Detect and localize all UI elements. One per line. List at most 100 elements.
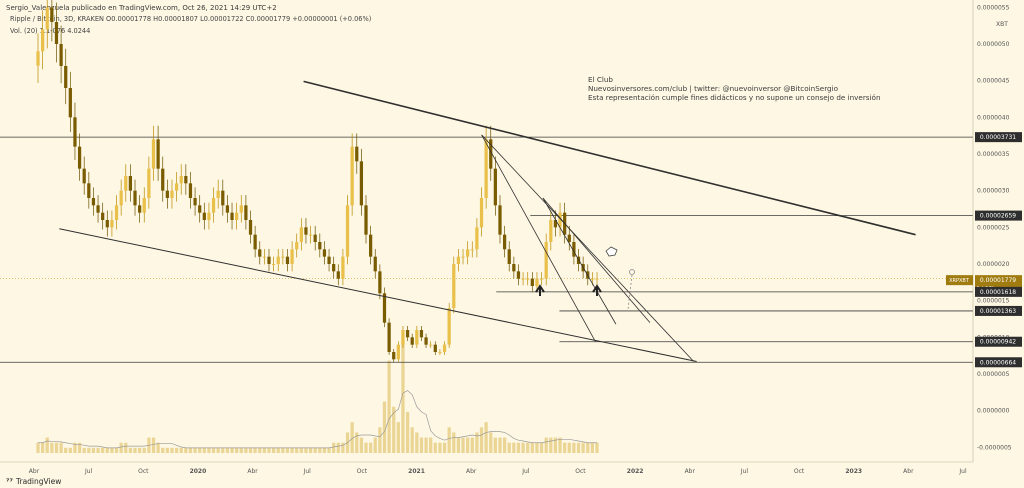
candle-body <box>253 234 257 250</box>
y-tick-label: 0.0000030 <box>977 188 1010 195</box>
volume-indicator-line[interactable]: Vol. (20) 1.1-076 4.0244 <box>10 27 91 35</box>
candle-body <box>322 249 327 257</box>
candle-body <box>452 264 456 308</box>
candle-body <box>327 256 331 264</box>
volume-bar <box>563 442 567 453</box>
volume-bar <box>558 437 562 453</box>
candle-body <box>165 190 169 198</box>
volume-bar <box>549 437 553 453</box>
volume-bar <box>313 447 317 453</box>
candle-body <box>198 205 202 213</box>
candle-body <box>382 293 387 323</box>
y-tick-label: 0.0000035 <box>977 151 1010 158</box>
volume-bar <box>271 447 276 453</box>
candle-body <box>258 249 262 257</box>
candle-body <box>493 168 497 206</box>
time-axis[interactable]: Abr Jul Oct 2020 Abr Jul Oct 2021 Abr Jul Oct 2022 A… <box>29 468 967 475</box>
candle-body <box>304 227 308 235</box>
candle-body <box>82 168 86 184</box>
volume-bar <box>424 437 428 453</box>
candle-body <box>142 198 146 213</box>
volume-bar <box>521 442 525 453</box>
volume-bar <box>253 447 257 453</box>
volume-bar <box>77 442 82 453</box>
volume-bar <box>193 447 197 453</box>
volume-bar <box>128 447 133 453</box>
candle-body <box>221 190 225 206</box>
volume-bar <box>341 442 345 453</box>
candle-body <box>373 256 377 272</box>
volume-bar <box>429 437 433 453</box>
candles <box>36 0 599 362</box>
candle-body <box>230 212 234 220</box>
candle-body <box>211 198 216 213</box>
volume-bar <box>535 442 539 453</box>
price-axis-background[interactable] <box>973 0 1024 462</box>
x-tick-label: Jul <box>303 468 312 475</box>
projection-dashed-line <box>627 274 633 311</box>
candle-body <box>530 278 534 286</box>
volume-bar <box>198 447 202 453</box>
up-arrow-icon <box>535 284 545 296</box>
candle-body <box>484 139 488 198</box>
candle-body <box>429 344 433 346</box>
candle-body <box>262 256 266 258</box>
candle-body <box>539 278 544 280</box>
volume-bar <box>332 442 336 453</box>
x-tick-label: Oct <box>138 468 149 475</box>
candle-body <box>151 139 156 169</box>
volume-bar <box>553 437 558 453</box>
volume-bar <box>355 432 359 453</box>
volume-bar <box>433 442 437 453</box>
candle-body <box>475 227 479 250</box>
volume-bar <box>475 432 479 453</box>
candle-body <box>147 168 151 198</box>
trendline <box>481 134 695 362</box>
price-tag: 0.00002659 <box>980 213 1016 220</box>
price-tag-bg <box>975 336 1022 347</box>
candle-body <box>124 176 128 191</box>
volume-bar <box>230 447 234 453</box>
volume-bar <box>359 437 364 453</box>
y-tick-label: 0.0000005 <box>977 371 1010 378</box>
candle-body <box>535 278 539 286</box>
candle-body <box>276 256 280 264</box>
volume-bar <box>369 442 373 453</box>
candle-body <box>336 271 340 279</box>
candle-body <box>202 212 206 220</box>
x-tick-label: Abr <box>247 468 258 475</box>
volume-bar <box>59 442 63 453</box>
volume-bar <box>318 447 322 453</box>
x-tick-label: 2022 <box>627 468 644 475</box>
volume-bar <box>456 437 461 453</box>
volume-bar <box>124 442 128 453</box>
candle-body <box>595 278 599 280</box>
volume-bar <box>133 447 137 453</box>
tradingview-logo-icon: ⁷⁷ <box>6 477 14 486</box>
candle-body <box>516 271 521 279</box>
candle-body <box>549 220 553 242</box>
y-tick-label: 0.0000045 <box>977 78 1010 85</box>
x-tick-label: Jul <box>84 468 93 475</box>
candle-body <box>156 139 160 169</box>
horizontal-levels[interactable] <box>0 136 973 363</box>
volume-bar <box>567 442 571 453</box>
volume-bar <box>466 437 470 453</box>
candle-body <box>498 205 502 235</box>
candle-body <box>567 234 571 242</box>
trendline <box>59 228 697 363</box>
candle-body <box>410 337 414 345</box>
trendlines[interactable] <box>59 80 916 363</box>
y-tick-label: 0.0000015 <box>977 298 1010 305</box>
price-tag-bg <box>975 357 1022 368</box>
candle-body <box>355 146 359 162</box>
volume-bar <box>387 360 391 453</box>
candle-body <box>50 7 54 22</box>
price-tag-bg <box>975 286 1022 297</box>
volume-bar <box>479 427 484 453</box>
up-arrow-icon <box>592 284 602 296</box>
candle-body <box>101 212 105 220</box>
volume-bar <box>304 447 308 453</box>
volume-bar <box>590 442 594 453</box>
